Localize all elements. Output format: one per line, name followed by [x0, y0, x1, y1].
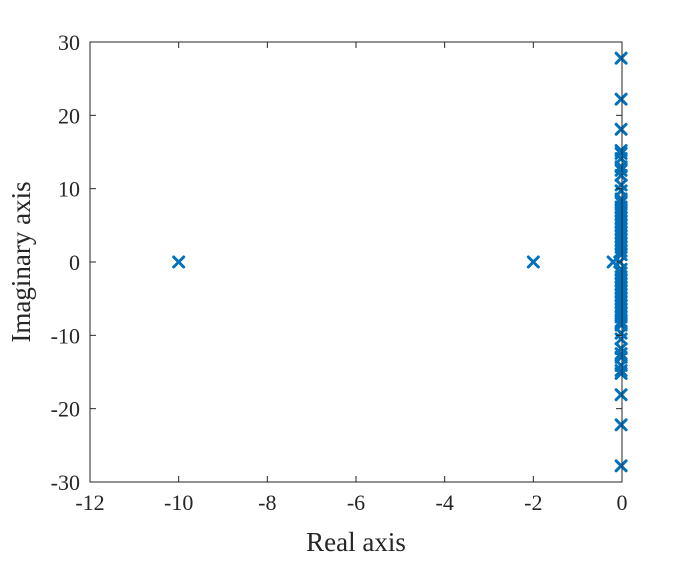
x-tick-label: -8 [258, 490, 276, 515]
pole-marker [614, 388, 628, 402]
y-tick-label: -10 [51, 323, 80, 348]
x-tick-label: -10 [164, 490, 193, 515]
pole-marker [614, 350, 628, 364]
y-axis-label: Imaginary axis [6, 181, 36, 342]
x-tick-label: -12 [75, 490, 104, 515]
pole-marker [172, 255, 186, 269]
x-axis-label: Real axis [306, 527, 406, 557]
y-tick-label: 10 [58, 177, 80, 202]
axes-box [89, 41, 623, 483]
y-tick-label: 0 [69, 250, 80, 275]
pole-marker [614, 168, 628, 182]
x-tick-label: 0 [617, 490, 628, 515]
y-tick-label: 30 [58, 30, 80, 55]
y-tick-label: -30 [51, 470, 80, 495]
marks-layer [172, 51, 628, 473]
pole-marker [614, 160, 628, 174]
pole-marker [614, 51, 628, 65]
pole-marker [614, 92, 628, 106]
y-tick-label: -20 [51, 397, 80, 422]
pole-marker [614, 342, 628, 356]
pole-marker [614, 262, 628, 276]
y-tick-label: 20 [58, 103, 80, 128]
pole-marker [614, 248, 628, 262]
pole-marker [614, 266, 628, 280]
x-tick-label: -6 [347, 490, 365, 515]
pole-marker [526, 255, 540, 269]
pole-marker [614, 418, 628, 432]
pole-marker [614, 244, 628, 258]
pole-marker [614, 122, 628, 136]
pole-marker [614, 459, 628, 473]
x-tick-label: -4 [436, 490, 454, 515]
x-tick-label: -2 [524, 490, 542, 515]
